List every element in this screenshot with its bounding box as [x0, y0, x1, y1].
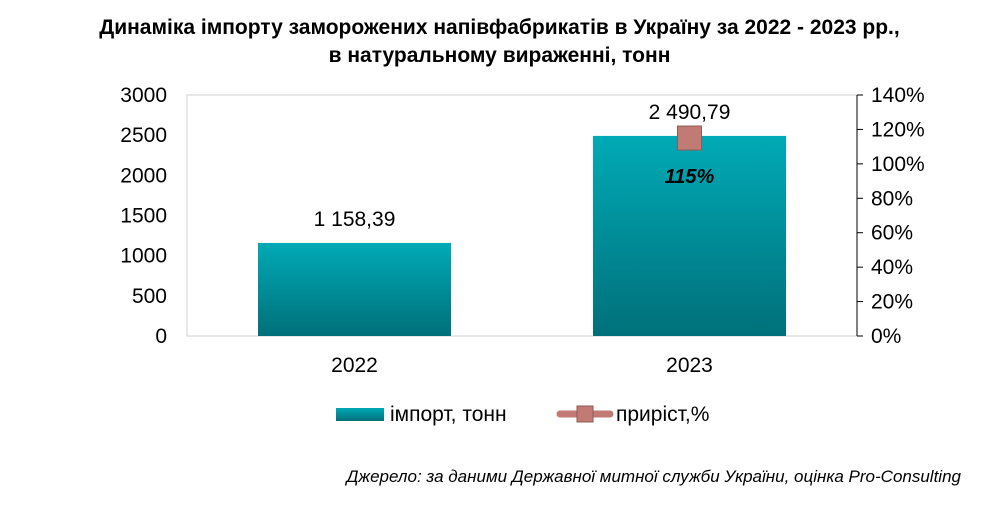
bar-value-label: 2 490,79: [649, 101, 731, 124]
y-right-tick-label: 60%: [871, 222, 913, 245]
y-right-tick-label: 20%: [871, 291, 913, 314]
y-left-tick-label: 500: [132, 285, 167, 308]
y-left-tick-label: 1000: [120, 245, 167, 268]
y-right-tick-label: 40%: [871, 256, 913, 279]
legend-bar-label: імпорт, тонн: [390, 403, 507, 426]
y-left-tick-label: 1500: [120, 205, 167, 228]
x-tick-label: 2023: [666, 354, 713, 377]
chart: 0 500 1000 1500 2000 2500 3000 0% 20% 40% 60% 80% 10…: [120, 84, 924, 426]
y-right-tick-label: 0%: [871, 325, 901, 348]
chart-title: Динаміка імпорту заморожених напівфабрик…: [0, 14, 999, 70]
bar-2022: [258, 242, 451, 336]
legend-bar-swatch: [336, 408, 384, 421]
growth-label: 115%: [665, 166, 715, 188]
growth-marker-2023: [677, 125, 702, 151]
y-left-tick-label: 3000: [120, 84, 167, 107]
bar-value-label: 1 158,39: [314, 208, 396, 231]
y-right-tick-label: 140%: [871, 84, 925, 107]
y-right-tick-label: 80%: [871, 187, 913, 210]
y-left-tick-label: 2500: [120, 124, 167, 147]
bar-2023: [593, 135, 786, 336]
plot-area: 0 500 1000 1500 2000 2500 3000 0% 20% 40% 60% 80% 10…: [120, 84, 924, 426]
chart-title-line2: в натуральному вираженні, тонн: [328, 44, 671, 67]
legend-line-label: приріст,%: [616, 403, 709, 426]
source-note: Джерело: за даними Державної митної служ…: [346, 467, 961, 486]
x-tick-label: 2022: [331, 354, 378, 377]
y-right-tick-label: 100%: [871, 153, 925, 176]
y-left-tick-label: 2000: [120, 164, 167, 187]
y-left-tick-label: 0: [155, 325, 167, 348]
legend-marker-swatch: [576, 405, 594, 423]
y-right-tick-label: 120%: [871, 118, 925, 141]
chart-title-line1: Динаміка імпорту заморожених напівфабрик…: [99, 16, 900, 39]
